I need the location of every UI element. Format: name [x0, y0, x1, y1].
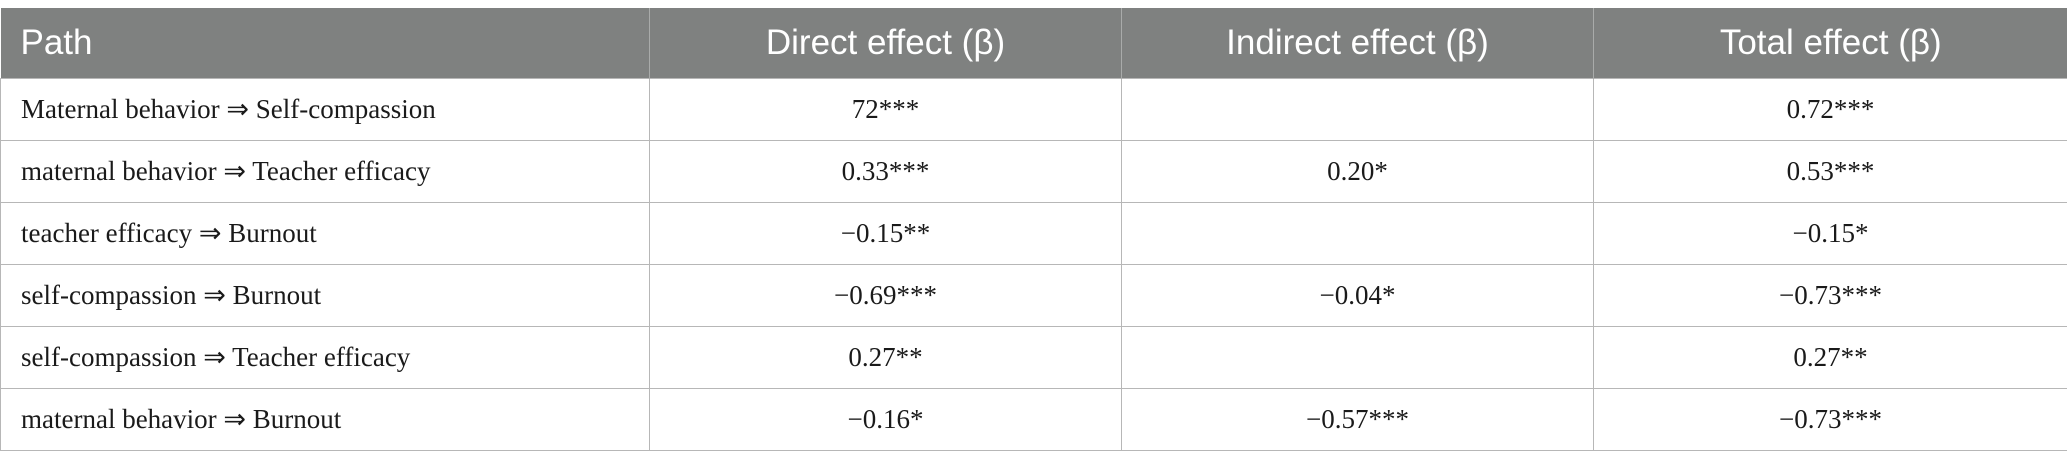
cell-path: maternal behavior ⇒ Teacher efficacy: [0, 139, 650, 203]
cell-indirect-effect: 0.20*: [1121, 139, 1594, 203]
table-row: self-compassion ⇒ Burnout −0.69*** −0.04…: [0, 263, 2067, 327]
cell-total-effect: −0.73***: [1593, 263, 2067, 327]
cell-indirect-effect: −0.04*: [1121, 263, 1594, 327]
cell-path: Maternal behavior ⇒ Self-compassion: [0, 77, 650, 141]
path-effects-table: Path Direct effect (β) Indirect effect (…: [0, 8, 2067, 451]
cell-indirect-effect: [1121, 201, 1594, 265]
table-row: teacher efficacy ⇒ Burnout −0.15** −0.15…: [0, 201, 2067, 265]
table-body: Maternal behavior ⇒ Self-compassion 72**…: [0, 77, 2067, 451]
header-total-effect: Total effect (β): [1593, 8, 2067, 78]
header-row: Path Direct effect (β) Indirect effect (…: [0, 8, 2067, 78]
cell-total-effect: 0.53***: [1593, 139, 2067, 203]
cell-direct-effect: −0.15**: [649, 201, 1122, 265]
cell-direct-effect: −0.69***: [649, 263, 1122, 327]
cell-path: self-compassion ⇒ Teacher efficacy: [0, 325, 650, 389]
table-header: Path Direct effect (β) Indirect effect (…: [0, 8, 2067, 78]
header-path: Path: [20, 22, 93, 62]
table-row: maternal behavior ⇒ Burnout −0.16* −0.57…: [0, 387, 2067, 451]
cell-indirect-effect: [1121, 77, 1594, 141]
table-row: maternal behavior ⇒ Teacher efficacy 0.3…: [0, 139, 2067, 203]
cell-total-effect: −0.73***: [1593, 387, 2067, 451]
cell-direct-effect: −0.16*: [649, 387, 1122, 451]
effects-table-container: Path Direct effect (β) Indirect effect (…: [0, 8, 2067, 451]
cell-indirect-effect: [1121, 325, 1594, 389]
header-direct-effect: Direct effect (β): [649, 8, 1122, 78]
cell-total-effect: 0.72***: [1593, 77, 2067, 141]
cell-path: teacher efficacy ⇒ Burnout: [0, 201, 650, 265]
cell-total-effect: 0.27**: [1593, 325, 2067, 389]
cell-direct-effect: 0.27**: [649, 325, 1122, 389]
cell-total-effect: −0.15*: [1593, 201, 2067, 265]
cell-path: maternal behavior ⇒ Burnout: [0, 387, 650, 451]
cell-path: self-compassion ⇒ Burnout: [0, 263, 650, 327]
cell-direct-effect: 72***: [649, 77, 1122, 141]
table-row: Maternal behavior ⇒ Self-compassion 72**…: [0, 77, 2067, 141]
cell-direct-effect: 0.33***: [649, 139, 1122, 203]
header-indirect-effect: Indirect effect (β): [1121, 8, 1594, 78]
cell-indirect-effect: −0.57***: [1121, 387, 1594, 451]
table-row: self-compassion ⇒ Teacher efficacy 0.27*…: [0, 325, 2067, 389]
